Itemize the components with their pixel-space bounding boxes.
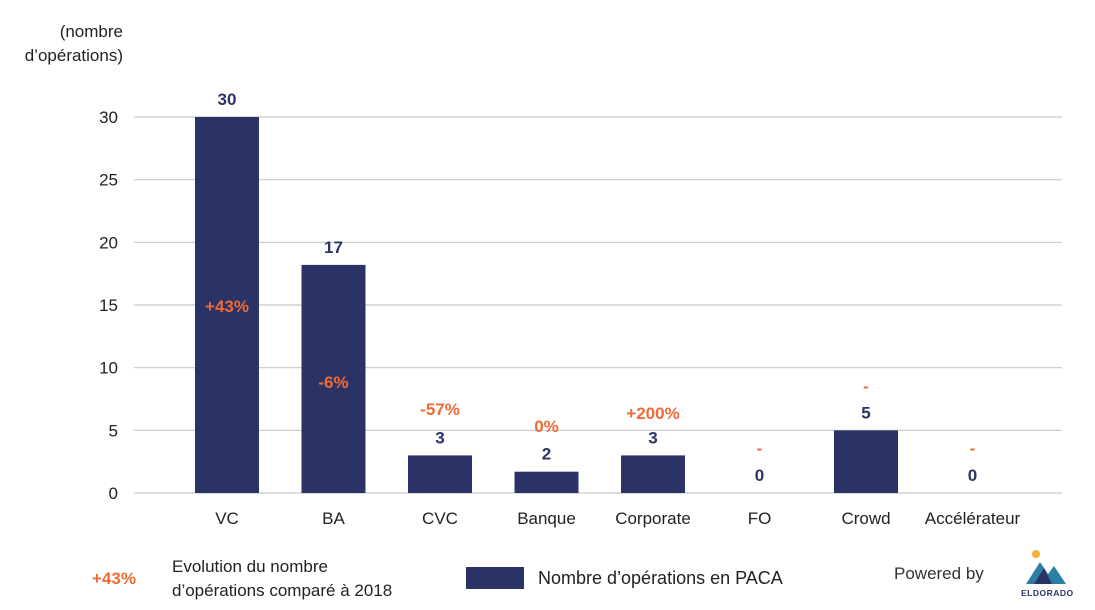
y-tick-label: 15: [99, 296, 118, 315]
logo-wordmark: ELDORADO: [1021, 588, 1074, 598]
legend-evolution-line1: Evolution du nombre: [172, 557, 328, 576]
data-label: 17: [324, 238, 343, 257]
x-tick-label: Banque: [517, 509, 576, 528]
data-label: 2: [542, 445, 551, 464]
legend-series-swatch: [466, 567, 524, 589]
evolution-label: -6%: [318, 373, 348, 392]
bar-crowd: [834, 430, 898, 493]
y-axis-label-line2: d’opérations): [24, 46, 123, 65]
bar-banque: [514, 471, 579, 493]
x-tick-label: BA: [322, 509, 345, 528]
y-tick-label: 10: [99, 359, 118, 378]
y-tick-label: 30: [99, 108, 118, 127]
data-label: 5: [861, 403, 870, 422]
evolution-label: -: [757, 439, 763, 458]
x-tick-label: Crowd: [841, 509, 890, 528]
evolution-label: +43%: [205, 297, 249, 316]
x-tick-label: CVC: [422, 509, 458, 528]
bar-vc: [195, 117, 259, 493]
y-axis-label-line1: (nombre: [59, 22, 123, 41]
data-label: 0: [968, 466, 977, 485]
data-label: 30: [218, 90, 237, 109]
powered-by-text: Powered by: [894, 564, 984, 583]
y-tick-label: 5: [109, 421, 118, 440]
x-tick-label: FO: [748, 509, 772, 528]
bar-corporate: [621, 455, 685, 493]
legend-evolution-sample: +43%: [92, 569, 136, 588]
evolution-label: -57%: [420, 400, 460, 419]
legend-evolution-label: Evolution du nombre d’opérations comparé…: [172, 555, 472, 603]
bar-chart: 051015202530VC30BA17CVC3Banque2Corporate…: [99, 90, 1062, 528]
legend-evolution-line2: d’opérations comparé à 2018: [172, 581, 393, 600]
evolution-label: -: [863, 377, 869, 396]
data-label: 3: [648, 428, 657, 447]
y-tick-label: 0: [109, 484, 118, 503]
x-tick-label: VC: [215, 509, 239, 528]
data-label: 0: [755, 466, 764, 485]
x-tick-label: Corporate: [615, 509, 691, 528]
y-axis-label: (nombre d’opérations): [18, 20, 123, 68]
bar-ba: [301, 264, 366, 493]
evolution-label: 0%: [534, 417, 559, 436]
evolution-label: +200%: [626, 404, 679, 423]
y-tick-label: 25: [99, 171, 118, 190]
bar-cvc: [408, 455, 472, 493]
data-label: 3: [435, 428, 444, 447]
evolution-label: -: [970, 439, 976, 458]
x-tick-label: Accélérateur: [925, 509, 1021, 528]
eldorado-logo-icon: [1026, 550, 1066, 584]
legend-series-label: Nombre d’opérations en PACA: [538, 568, 783, 588]
y-tick-label: 20: [99, 233, 118, 252]
